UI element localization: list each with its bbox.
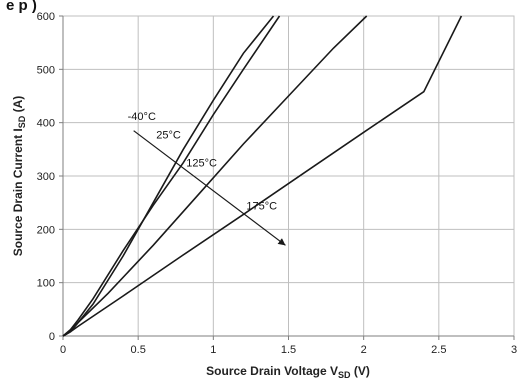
annotations: -40°C25°C 125°C 175°C [128,111,286,246]
y-tick-label: 0 [49,331,55,343]
series-lines [62,15,463,337]
axes [59,15,515,340]
x-tick-label: 2 [361,344,367,356]
y-axis-title: Source Drain Current ISD (A) [11,96,27,257]
y-tick-label: 300 [37,171,55,183]
x-axis-title: Source Drain Voltage VSD (V) [206,364,370,380]
y-tick-label: 600 [37,11,55,23]
series-line [62,15,368,337]
temperature-label: 175°C [246,201,277,213]
temperature-label: -40°C [128,111,156,123]
temperature-arrow [133,130,286,246]
x-tick-label: 0 [60,344,66,356]
x-tick-label: 3 [511,344,517,356]
x-tick-label: 0.5 [131,344,146,356]
cropped-title-text: e p ) [6,0,37,14]
tick-labels: 0 0.5 1 1.5 2 2.5 3 0 100 200 300 400 500 600 [37,11,517,356]
x-tick-label: 2.5 [431,344,446,356]
y-tick-label: 400 [37,118,55,130]
y-tick-label: 500 [37,64,55,76]
series-line [62,15,463,337]
temperature-label: 125°C [186,157,217,169]
x-tick-label: 1.5 [281,344,296,356]
y-tick-label: 200 [37,224,55,236]
series-line [62,15,281,337]
x-tick-label: 1 [210,344,216,356]
y-tick-label: 100 [37,278,55,290]
grid [62,15,515,337]
temperature-label: 25°C [156,130,181,142]
